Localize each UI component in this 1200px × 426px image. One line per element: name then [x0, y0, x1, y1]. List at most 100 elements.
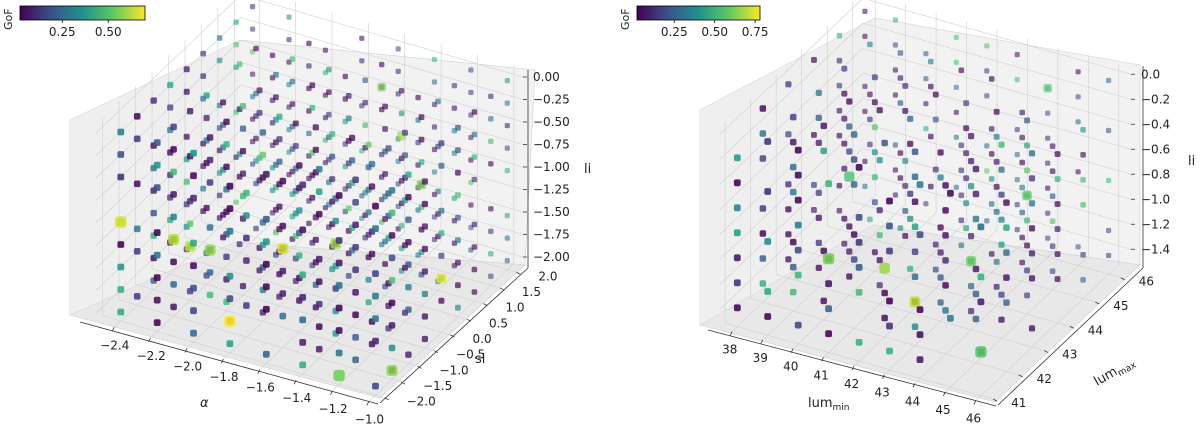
scatter-point [372, 292, 379, 300]
scatter-point [794, 321, 802, 329]
grid-line-y-floor [168, 252, 451, 336]
scatter-point [1045, 110, 1051, 116]
scatter-point [203, 204, 210, 212]
scatter-point [836, 207, 843, 214]
scatter-point [923, 101, 929, 107]
x-tick-label: −2.0 [173, 359, 202, 373]
scatter-point [1014, 177, 1020, 183]
scatter-point [907, 190, 914, 197]
scatter-point [1054, 201, 1061, 207]
scatter-point [117, 173, 125, 181]
scatter-point [1003, 299, 1010, 306]
scatter-point [368, 160, 376, 168]
scatter-point [299, 294, 307, 301]
scatter-point [405, 306, 412, 313]
scatter-point [359, 35, 365, 41]
scatter-point [385, 145, 392, 152]
scatter-point [897, 100, 904, 106]
scatter-point [276, 158, 283, 165]
scatter-point [362, 77, 368, 83]
z-tick-label: −0.75 [533, 138, 570, 152]
scatter-point [488, 161, 494, 167]
scatter-point [504, 100, 510, 106]
scatter-point [879, 262, 890, 274]
scatter-point [916, 181, 924, 188]
scatter-point [850, 181, 858, 188]
scatter-point [867, 116, 873, 123]
scatter-point [794, 221, 802, 229]
scatter-point [850, 131, 858, 138]
scatter-point [932, 241, 939, 248]
scatter-point [867, 91, 873, 98]
scatter-point [1028, 325, 1036, 332]
scatter-point [226, 272, 234, 280]
scatter-point [262, 170, 270, 178]
scatter-point [862, 108, 868, 114]
scatter-point [1045, 135, 1051, 141]
scatter-point [1045, 210, 1051, 216]
scatter-point [286, 14, 292, 20]
scatter-point [206, 179, 214, 186]
scatter-point [329, 131, 336, 138]
scatter-point [968, 133, 975, 140]
x-tick-mark [943, 391, 946, 397]
scatter-point [993, 158, 1000, 165]
scatter-point [365, 276, 372, 283]
z-tick-label: −2.00 [533, 250, 570, 264]
scatter-point [352, 289, 359, 296]
scatter-point [335, 259, 343, 267]
scatter-point [365, 209, 372, 216]
scatter-point [471, 266, 478, 273]
scatter-point [395, 68, 401, 74]
scatter-point [315, 323, 323, 330]
scatter-point [322, 47, 328, 53]
scatter-point [1080, 177, 1086, 183]
x-tick-label: −2.2 [137, 349, 166, 363]
scatter-point [1054, 251, 1061, 257]
scatter-point [928, 58, 934, 65]
x-axis-label: lummin [808, 396, 850, 413]
scatter-point [451, 105, 458, 111]
scatter-point [1019, 234, 1025, 241]
scatter-point [911, 173, 919, 180]
scatter-point [1075, 169, 1081, 175]
scatter-point [183, 66, 190, 73]
scatter-point [855, 214, 863, 221]
scatter-point [1024, 217, 1030, 224]
z-tick-labels: 0.00 −0.25 −0.50 −0.75 −1.00 −1.25 −1.50 −1.75 −… [523, 70, 570, 264]
scatter-point [942, 182, 949, 189]
scatter-point [421, 178, 428, 185]
scatter-point [471, 289, 478, 295]
scatter-point [932, 166, 939, 173]
scatter-point [488, 206, 494, 212]
scatter-point [299, 361, 307, 369]
scatter-point [871, 199, 878, 206]
scatter-point [382, 126, 388, 132]
scatter-point [1054, 151, 1061, 157]
scatter-point [243, 212, 250, 219]
scatter-point [206, 269, 214, 276]
grid-line-z-back [240, 152, 524, 235]
scatter-point [733, 254, 741, 262]
scatter-point [504, 168, 510, 174]
scatter-point [276, 113, 283, 120]
scatter-point [398, 88, 405, 94]
scatter-point [398, 110, 405, 117]
scatter-point [902, 83, 909, 89]
scatter-point [916, 306, 924, 313]
scatter-point [223, 163, 230, 170]
scatter-point [759, 205, 767, 212]
scatter-point [289, 101, 296, 107]
scatter-point [455, 192, 461, 199]
scatter-point [942, 282, 949, 289]
scatter-point [153, 296, 161, 304]
scatter-point [418, 159, 425, 165]
scatter-point [226, 205, 234, 213]
grid-line-y-floor [135, 284, 418, 367]
scatter-point [203, 114, 210, 122]
z-tick-label: −1.4 [1141, 242, 1170, 256]
y-tick-label: −1.5 [423, 379, 452, 393]
scatter-point [421, 313, 428, 320]
scatter-point [867, 216, 873, 223]
scatter-point [471, 176, 478, 183]
